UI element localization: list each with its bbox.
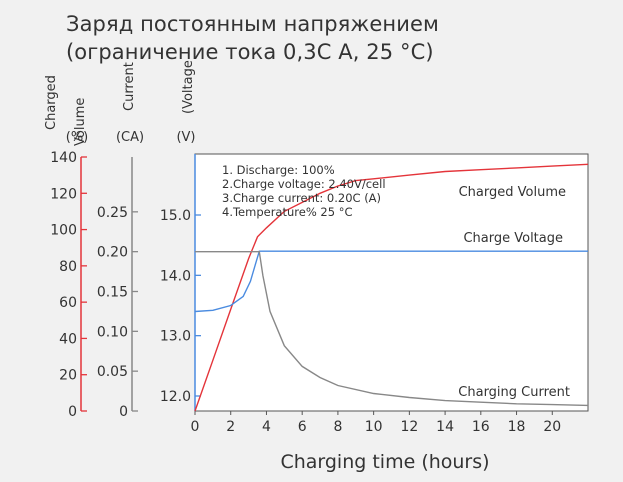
current-tick-label: 0.20 [97,245,128,261]
labels-layer: Charged Volume(%)140120100806040200Curren… [44,60,570,435]
chart-title-line1: Заряд постоянным напряжением [66,12,439,36]
volume-axis-header-2: (%) [66,130,89,145]
chart-title-line2: (ограничение тока 0,3C A, 25 °C) [66,40,434,64]
x-tick-label: 18 [508,419,526,435]
condition-line: 2.Charge voltage: 2.40V/cell [222,177,386,191]
charged-volume-line [194,163,589,412]
volume-tick-label: 0 [68,404,77,420]
current-tick-label: 0.25 [97,205,128,221]
charge-voltage-line [194,250,588,313]
current-tick-label: 0.05 [97,364,128,380]
volume-tick-label: 120 [50,186,77,202]
volume-tick-label: 20 [59,368,77,384]
charge-voltage-label: Charge Voltage [463,231,563,246]
condition-line: 4.Temperature% 25 °C [222,205,352,219]
plot-area [194,153,589,412]
series-layer [194,163,589,412]
x-tick-label: 2 [226,419,235,435]
axes-layer [80,154,553,415]
voltage-tick-label: 13.0 [160,329,191,345]
charging-current-label: Charging Current [458,385,570,400]
x-tick-label: 6 [298,419,307,435]
x-tick-label: 4 [262,419,271,435]
current-axis-header-1: (CA) [116,130,144,145]
x-tick-label: 20 [543,419,561,435]
charged-volume-label: Charged Volume [459,185,566,200]
voltage-tick-label: 12.0 [160,389,191,405]
x-tick-label: 10 [365,419,383,435]
volume-axis-header-0: Charged [44,75,59,130]
volume-tick-label: 40 [59,331,77,347]
condition-line: 3.Charge current: 0.20C (A) [222,191,381,205]
current-tick-label: 0.15 [97,285,128,301]
charging-current-line [195,251,589,407]
voltage-tick-label: 15.0 [160,208,191,224]
voltage-axis-header-0: (Voltage [181,60,196,114]
volume-tick-label: 140 [50,150,77,166]
volume-tick-label: 80 [59,259,77,275]
x-axis-label: Charging time (hours) [280,451,489,473]
voltage-tick-label: 14.0 [160,268,191,284]
current-tick-label: 0 [119,404,128,420]
x-tick-label: 14 [436,419,454,435]
x-tick-label: 16 [472,419,490,435]
volume-axis-header-1: Volume [73,98,88,146]
current-tick-label: 0.10 [97,324,128,340]
current-axis-header-0: Current [122,62,137,111]
x-tick-label: 12 [400,419,418,435]
condition-line: 1. Discharge: 100% [222,163,335,177]
x-tick-label: 0 [191,419,200,435]
volume-tick-label: 100 [50,223,77,239]
x-tick-label: 8 [333,419,342,435]
volume-tick-label: 60 [59,295,77,311]
voltage-axis-header-1: (V) [176,130,195,145]
